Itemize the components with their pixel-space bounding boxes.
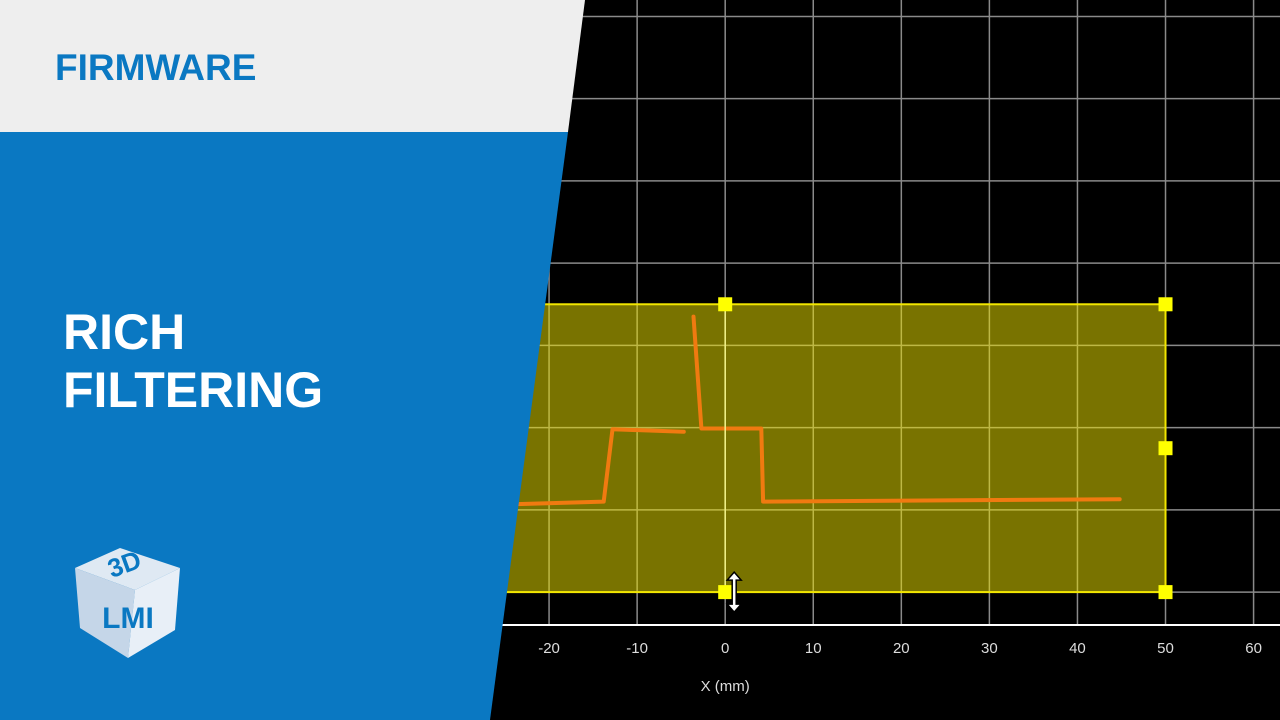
resize-handle [718,297,733,312]
title-panel [0,132,568,720]
resize-handle [718,585,733,600]
header-band [0,0,585,132]
x-tick-label: 50 [1157,640,1174,657]
resize-handle [1158,441,1173,456]
resize-handle [1158,297,1173,312]
filter-region [460,303,1167,594]
logo-text: LMI [102,602,154,635]
resize-handle [1158,585,1173,600]
logo-right [128,568,180,658]
x-tick-label: -10 [626,640,648,657]
title-line: RICH [63,304,185,360]
logo-left [75,568,135,658]
x-tick-label: -20 [538,640,560,657]
x-tick-label: 10 [805,640,822,657]
x-axis-label: X (mm) [701,678,750,695]
x-tick-label: 60 [1245,640,1262,657]
title-line: FILTERING [63,362,323,418]
logo: 3D LMI [75,544,180,658]
x-tick-label: 20 [893,640,910,657]
plot: -20 -10 0 10 20 30 40 50 60 X (mm) [460,0,1280,695]
x-tick-label: 30 [981,640,998,657]
resize-cursor [725,570,743,614]
logo-top [75,548,180,590]
x-tick-label: 0 [721,640,729,657]
x-tick-label: 40 [1069,640,1086,657]
profile-line [515,314,1122,507]
section-label: FIRMWARE [55,47,256,88]
